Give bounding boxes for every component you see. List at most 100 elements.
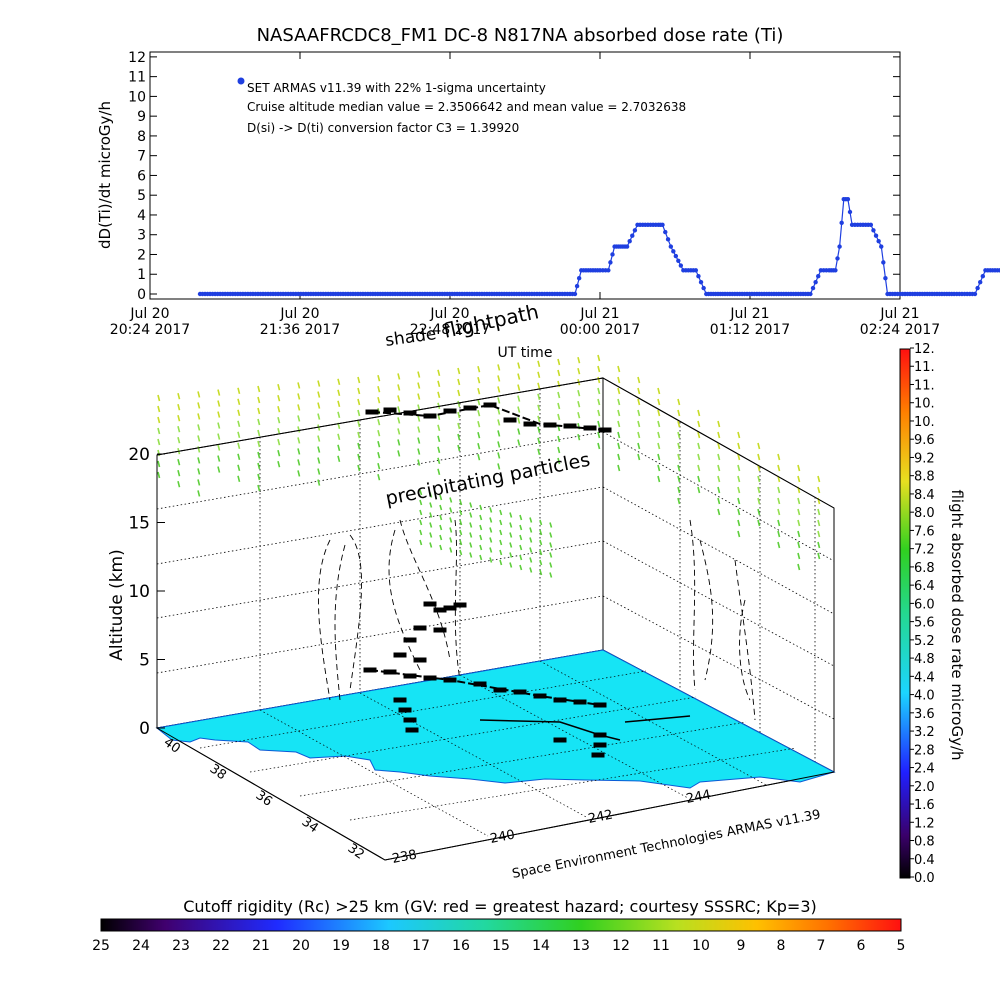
particle-dash — [797, 475, 801, 483]
y-tick-label: 4 — [137, 208, 146, 224]
dose-rate-series — [197, 196, 1000, 297]
particle-dash — [557, 391, 561, 399]
particle-dash — [429, 512, 433, 518]
rigidity-tick-label: 5 — [897, 938, 906, 954]
particle-dash — [177, 470, 181, 477]
particle-dash — [549, 522, 553, 528]
ocean-surface — [155, 649, 836, 789]
particle-dash — [737, 508, 741, 516]
particle-dash — [437, 380, 441, 387]
particle-dash — [197, 424, 201, 431]
rigidity-tick-label: 6 — [857, 938, 866, 954]
particle-dash — [677, 409, 681, 417]
particle-dash — [497, 441, 501, 448]
dose-point — [610, 252, 615, 257]
particle-dash — [677, 497, 681, 505]
y-tick-label: 0 — [137, 287, 146, 303]
dose-point — [606, 268, 611, 273]
dose-point — [630, 233, 635, 238]
particle-dash — [697, 442, 701, 450]
particle-dash — [177, 437, 181, 444]
particle-dash — [509, 532, 513, 538]
particle-dash — [557, 358, 561, 366]
particle-dash — [237, 409, 241, 416]
y-tick-label: 3 — [137, 228, 146, 244]
particle-dash — [617, 409, 621, 417]
particle-dash — [497, 375, 501, 382]
particle-dash — [537, 437, 541, 444]
particle-dash — [499, 509, 503, 516]
colorbar-tick-label: 6.4 — [914, 579, 935, 594]
particle-dash — [417, 393, 421, 400]
particle-dash — [817, 508, 821, 516]
lon-tick-label: 240 — [489, 827, 516, 846]
rigidity-colorbar — [100, 918, 902, 932]
particle-dash — [597, 365, 601, 373]
dose-point — [837, 244, 842, 249]
particle-dash — [757, 464, 761, 472]
particle-dash — [457, 444, 461, 452]
particle-dash — [477, 454, 481, 461]
legend-annotation-3: D(si) -> D(ti) conversion factor C3 = 1.… — [247, 121, 519, 135]
particle-dash — [157, 471, 161, 479]
particle-dash — [469, 542, 473, 548]
particle-dash — [677, 442, 681, 450]
particle-dash — [737, 464, 741, 472]
particle-dash — [157, 438, 161, 446]
particle-dash — [437, 446, 441, 453]
dose-point — [997, 268, 1000, 273]
rigidity-tick-label: 13 — [572, 938, 590, 954]
particle-dash — [617, 387, 621, 395]
track-segment — [503, 417, 517, 423]
particle-dash — [539, 529, 543, 536]
particle-dash — [459, 509, 463, 516]
particle-dash — [489, 517, 493, 523]
particle-dash — [277, 461, 281, 468]
particle-dash — [429, 502, 433, 508]
left-wall-grid — [156, 389, 604, 710]
particle-dash — [449, 517, 453, 523]
colorbar-tick-label: 0.0 — [914, 871, 935, 886]
x-tick-time: 01:12 2017 — [710, 322, 790, 338]
particle-dash — [217, 400, 221, 407]
particle-dash — [177, 426, 181, 433]
particle-dash — [419, 509, 423, 516]
particle-dash — [577, 401, 581, 408]
particle-dash — [317, 479, 321, 486]
particle-dash — [479, 534, 483, 541]
particle-dash — [217, 433, 221, 440]
particle-dash — [497, 419, 501, 426]
particle-dash — [509, 522, 513, 528]
particle-dash — [197, 413, 201, 420]
particle-dash — [717, 508, 721, 516]
particle-dash — [757, 453, 761, 461]
track-segment — [393, 652, 407, 658]
particle-dash — [237, 420, 241, 427]
particle-dash — [479, 514, 483, 521]
particle-dash — [297, 404, 301, 411]
colorbar-tick-label: 9.6 — [914, 433, 935, 448]
dose-point — [980, 274, 986, 279]
particle-dash — [717, 453, 721, 461]
particle-dash — [377, 397, 381, 404]
particle-dash — [677, 464, 681, 472]
particle-dash — [459, 499, 463, 506]
particle-dash — [277, 417, 281, 424]
particle-dash — [677, 475, 681, 483]
x-tick-date: Jul 21 — [879, 306, 919, 322]
particle-dash — [157, 427, 161, 435]
particle-dash — [737, 442, 741, 450]
particle-dash — [477, 410, 481, 417]
particle-dash — [519, 534, 523, 541]
track-segment — [593, 742, 607, 748]
particle-dash — [497, 397, 501, 404]
particle-dash — [797, 552, 801, 560]
particle-dash — [517, 439, 521, 446]
particle-dash — [437, 468, 441, 475]
colorbar-tick-label: 1.2 — [914, 816, 935, 831]
particle-dash — [377, 375, 381, 382]
particle-dash — [337, 444, 341, 451]
